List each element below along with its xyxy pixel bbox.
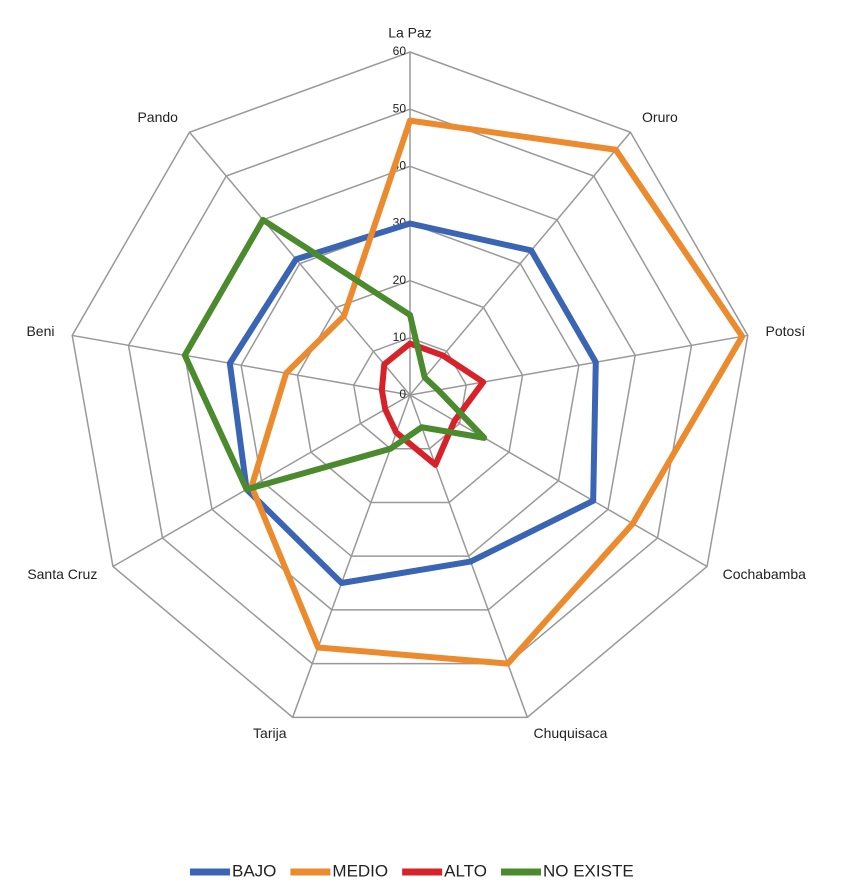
spoke [409,131,632,396]
legend-label: MEDIO [332,861,388,880]
legend-label: NO EXISTE [543,861,634,880]
category-label: Santa Cruz [27,566,97,582]
grid-ring [352,337,468,450]
tick-label: 50 [393,101,407,115]
spoke [409,334,748,396]
grid-ring [71,51,749,719]
spoke [112,394,411,568]
category-label: Pando [137,109,178,125]
category-label: La Paz [388,25,432,41]
category-label: Beni [26,323,54,339]
tick-label: 20 [393,273,407,287]
tick-label: 60 [393,44,407,58]
legend-label: BAJO [232,861,276,880]
spoke [409,394,708,568]
series-line [226,220,599,587]
spoke [72,334,411,396]
grid-ring [127,108,693,665]
series-line [181,216,488,493]
grid-ring [240,222,580,557]
series-line [248,117,746,667]
legend-label: ALTO [444,861,487,880]
category-label: Chuquisaca [533,725,607,741]
spoke [188,131,411,396]
tick-label: 10 [393,330,407,344]
series-line [378,340,487,468]
category-label: Cochabamba [723,566,806,582]
category-label: Tarija [253,725,287,741]
tick-label: 0 [399,387,406,401]
category-label: Potosí [766,323,806,339]
category-label: Oruro [642,109,678,125]
